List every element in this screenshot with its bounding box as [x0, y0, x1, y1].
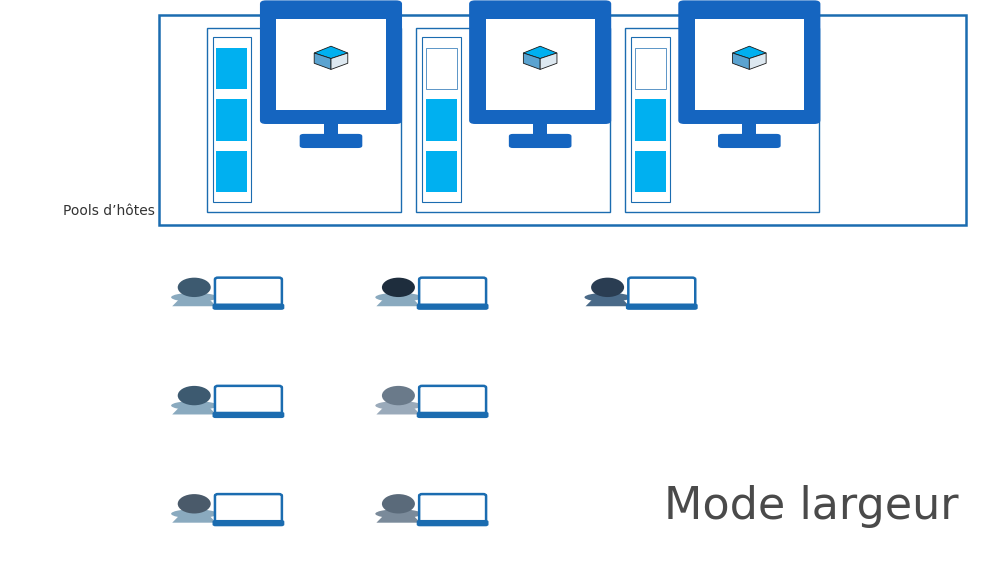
- Bar: [635, 151, 666, 192]
- Ellipse shape: [584, 293, 631, 302]
- Polygon shape: [523, 53, 540, 70]
- Bar: [426, 151, 457, 192]
- Polygon shape: [376, 513, 420, 523]
- Polygon shape: [376, 405, 420, 414]
- Ellipse shape: [171, 293, 217, 302]
- Bar: [242, 522, 255, 523]
- FancyBboxPatch shape: [718, 134, 781, 148]
- FancyBboxPatch shape: [419, 494, 486, 524]
- Bar: [216, 99, 247, 140]
- FancyBboxPatch shape: [260, 1, 402, 124]
- Bar: [742, 121, 756, 136]
- Ellipse shape: [375, 401, 422, 410]
- Polygon shape: [314, 53, 331, 70]
- Polygon shape: [376, 297, 420, 307]
- Bar: [533, 121, 547, 136]
- Bar: [213, 37, 251, 202]
- FancyBboxPatch shape: [215, 494, 282, 524]
- Bar: [324, 121, 338, 136]
- FancyBboxPatch shape: [215, 386, 282, 415]
- Polygon shape: [523, 46, 557, 59]
- Polygon shape: [314, 46, 348, 59]
- Polygon shape: [540, 53, 557, 70]
- Bar: [207, 28, 401, 212]
- Polygon shape: [172, 405, 216, 414]
- FancyBboxPatch shape: [678, 1, 820, 124]
- FancyBboxPatch shape: [469, 1, 611, 124]
- FancyBboxPatch shape: [213, 412, 284, 418]
- Bar: [276, 19, 386, 110]
- Bar: [426, 48, 457, 89]
- FancyBboxPatch shape: [509, 134, 571, 148]
- FancyBboxPatch shape: [213, 304, 284, 310]
- FancyBboxPatch shape: [628, 278, 695, 307]
- Ellipse shape: [171, 510, 217, 518]
- Circle shape: [591, 278, 624, 297]
- Ellipse shape: [171, 401, 217, 410]
- Bar: [422, 37, 461, 202]
- Bar: [426, 99, 457, 140]
- Text: Pools d’hôtes: Pools d’hôtes: [63, 204, 154, 218]
- Ellipse shape: [375, 293, 422, 302]
- FancyBboxPatch shape: [215, 278, 282, 307]
- Bar: [655, 305, 668, 307]
- Bar: [625, 28, 819, 212]
- Text: Mode largeur: Mode largeur: [664, 484, 959, 528]
- FancyBboxPatch shape: [300, 134, 362, 148]
- Circle shape: [178, 278, 211, 297]
- FancyBboxPatch shape: [417, 412, 489, 418]
- Polygon shape: [733, 53, 749, 70]
- Bar: [446, 414, 459, 415]
- Circle shape: [382, 386, 415, 405]
- Circle shape: [178, 494, 211, 514]
- FancyBboxPatch shape: [417, 520, 489, 527]
- Polygon shape: [331, 53, 348, 70]
- FancyBboxPatch shape: [417, 304, 489, 310]
- FancyBboxPatch shape: [213, 520, 284, 527]
- FancyBboxPatch shape: [419, 278, 486, 307]
- Bar: [216, 151, 247, 192]
- Bar: [635, 48, 666, 89]
- Bar: [159, 15, 966, 225]
- Polygon shape: [749, 53, 766, 70]
- Polygon shape: [733, 46, 766, 59]
- Bar: [695, 19, 804, 110]
- Bar: [635, 99, 666, 140]
- Polygon shape: [172, 297, 216, 307]
- Bar: [446, 522, 459, 523]
- FancyBboxPatch shape: [419, 386, 486, 415]
- Bar: [486, 19, 595, 110]
- Bar: [242, 305, 255, 307]
- Bar: [446, 305, 459, 307]
- Polygon shape: [172, 513, 216, 523]
- Ellipse shape: [375, 510, 422, 518]
- Bar: [216, 48, 247, 89]
- Circle shape: [382, 494, 415, 514]
- Bar: [416, 28, 610, 212]
- Circle shape: [178, 386, 211, 405]
- Circle shape: [382, 278, 415, 297]
- Bar: [631, 37, 670, 202]
- Polygon shape: [586, 297, 630, 307]
- FancyBboxPatch shape: [626, 304, 698, 310]
- Bar: [242, 414, 255, 415]
